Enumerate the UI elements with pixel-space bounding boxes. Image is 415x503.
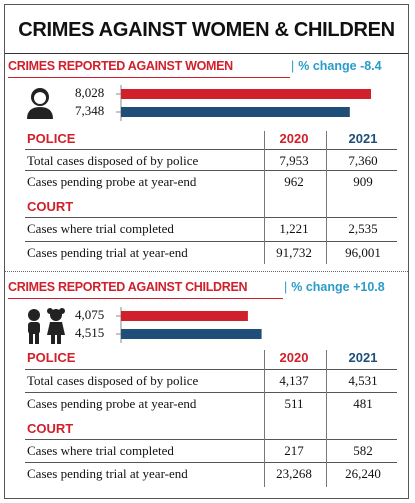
table-cell: 7,953	[279, 153, 309, 168]
children-bar-2020	[121, 311, 248, 321]
children-police-year-2020: 2020	[279, 350, 309, 365]
women-bar-2021	[121, 107, 350, 117]
table-cell: 4,531	[348, 373, 378, 388]
women-police-label: POLICE	[27, 131, 76, 146]
women-heading-underline	[8, 77, 290, 78]
table-cell: 2,535	[348, 221, 378, 236]
table-cell: 96,001	[345, 245, 381, 260]
page-title: CRIMES AGAINST WOMEN & CHILDREN	[18, 19, 395, 41]
women-bar-chart	[116, 85, 371, 121]
table-cell: 26,240	[345, 466, 381, 481]
column-divider	[326, 131, 327, 264]
title-divider	[5, 53, 408, 54]
table-row-label: Cases where trial completed	[27, 443, 174, 458]
children-percent-change: |% change +10.8	[284, 280, 385, 294]
children-bar-label-2021: 4,515	[75, 325, 105, 340]
table-row-label: Cases pending trial at year-end	[27, 466, 188, 481]
table-row-label: Total cases disposed of by police	[27, 373, 199, 388]
infographic-card: CRIMES AGAINST WOMEN & CHILDREN CRIMES R…	[4, 4, 409, 499]
table-cell: 7,360	[348, 153, 378, 168]
woman-icon	[27, 88, 53, 119]
children-bar-2021	[121, 329, 262, 339]
row-divider	[25, 149, 397, 150]
table-row-label: Cases pending trial at year-end	[27, 245, 188, 260]
section-divider	[5, 271, 408, 272]
women-court-label: COURT	[27, 199, 74, 214]
women-police-year-2021: 2021	[348, 131, 378, 146]
table-cell: 1,221	[279, 221, 309, 236]
row-divider	[25, 392, 397, 393]
children-police-year-2021: 2021	[348, 350, 378, 365]
children-police-label: POLICE	[27, 350, 76, 365]
table-cell: 91,732	[276, 245, 312, 260]
column-divider	[326, 350, 327, 487]
women-bar-label-2020: 8,028	[75, 85, 105, 100]
children-bar-label-2020: 4,075	[75, 307, 105, 322]
children-court-label: COURT	[27, 421, 74, 436]
table-cell: 217	[284, 443, 304, 458]
row-divider	[25, 241, 397, 242]
table-row-label: Cases where trial completed	[27, 221, 174, 236]
children-bar-chart	[116, 307, 262, 343]
table-cell: 962	[284, 174, 304, 189]
row-divider	[25, 439, 397, 440]
column-divider	[264, 350, 265, 487]
table-cell: 481	[353, 396, 373, 411]
children-section-heading: CRIMES REPORTED AGAINST CHILDREN	[8, 280, 248, 294]
table-cell: 511	[284, 396, 304, 411]
table-row-label: Cases pending probe at year-end	[27, 396, 197, 411]
row-divider	[25, 170, 397, 171]
table-cell: 909	[353, 174, 373, 189]
row-divider	[25, 369, 397, 370]
table-row-label: Cases pending probe at year-end	[27, 174, 197, 189]
column-divider	[264, 131, 265, 264]
children-icon	[28, 308, 65, 344]
women-percent-change: |% change -8.4	[291, 59, 382, 73]
table-cell: 582	[353, 443, 373, 458]
table-cell: 4,137	[279, 373, 309, 388]
table-cell: 23,268	[276, 466, 312, 481]
women-section-heading: CRIMES REPORTED AGAINST WOMEN	[8, 59, 233, 73]
table-row-label: Total cases disposed of by police	[27, 153, 199, 168]
row-divider	[25, 462, 397, 463]
children-heading-underline	[8, 298, 283, 299]
women-bar-label-2021: 7,348	[75, 103, 105, 118]
row-divider	[25, 217, 397, 218]
women-police-year-2020: 2020	[279, 131, 309, 146]
women-bar-2020	[121, 89, 371, 99]
